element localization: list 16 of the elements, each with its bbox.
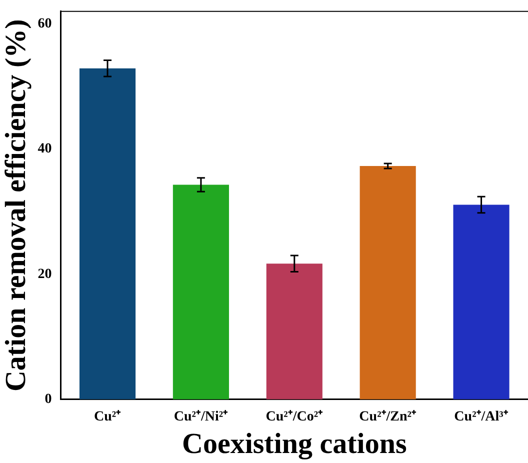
x-tick-label: Cu²⁺/Co²⁺ bbox=[266, 409, 324, 424]
x-tick-label: Cu²⁺/Ni²⁺ bbox=[174, 409, 228, 424]
bar bbox=[79, 68, 136, 400]
bar bbox=[360, 166, 416, 400]
y-tick-label: 40 bbox=[38, 142, 52, 157]
bar bbox=[172, 184, 229, 400]
x-tick-label: Cu²⁺/Al³⁺ bbox=[454, 409, 508, 424]
x-tick-label: Cu²⁺ bbox=[94, 409, 122, 424]
bar bbox=[453, 204, 510, 400]
bar bbox=[266, 264, 322, 400]
x-tick-label: Cu²⁺/Zn²⁺ bbox=[359, 409, 416, 424]
x-axis-title: Coexisting cations bbox=[182, 428, 407, 460]
y-tick-label: 20 bbox=[38, 266, 52, 282]
y-axis-title: Cation removal efficiency (%) bbox=[0, 19, 32, 392]
y-tick-label: 0 bbox=[44, 392, 52, 408]
y-tick-label: 60 bbox=[38, 16, 52, 32]
